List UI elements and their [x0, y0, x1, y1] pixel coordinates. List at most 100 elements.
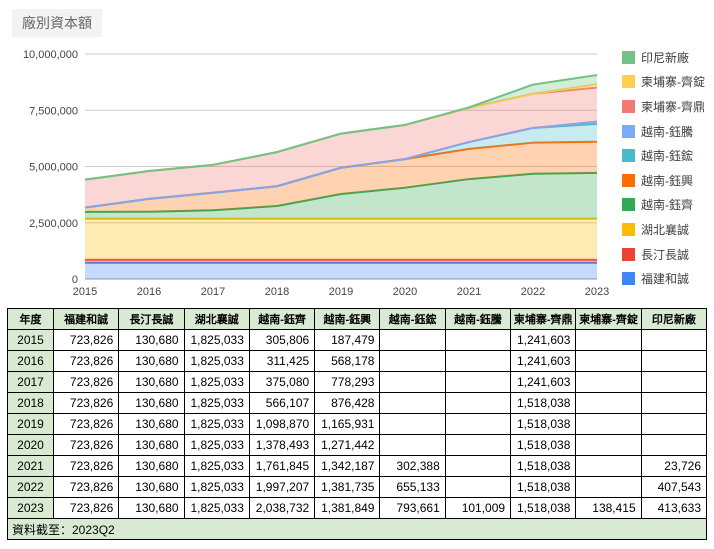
value-cell: 2,038,732 [248, 497, 316, 519]
x-tick-label: 2023 [585, 286, 609, 298]
value-cell: 1,518,038 [510, 392, 577, 414]
value-cell [444, 455, 512, 477]
value-cell: 187,479 [314, 329, 381, 351]
series-area [85, 172, 597, 219]
year-cell: 2018 [7, 392, 54, 414]
column-header: 越南-鈺騰 [444, 308, 512, 330]
value-cell: 723,826 [52, 497, 120, 519]
value-cell: 1,997,207 [248, 476, 316, 498]
legend-label: 越南-鈺齊 [641, 198, 693, 213]
series-line [84, 74, 598, 181]
value-cell: 1,381,735 [314, 476, 381, 498]
value-cell [575, 476, 642, 498]
value-cell [444, 371, 512, 393]
column-header: 湖北襄誠 [183, 308, 250, 330]
value-cell: 311,425 [248, 350, 316, 372]
value-cell: 1,825,033 [183, 476, 250, 498]
value-cell: 568,178 [314, 350, 381, 372]
value-cell: 1,518,038 [510, 455, 577, 477]
value-cell: 1,165,931 [314, 413, 381, 435]
value-cell [640, 329, 708, 351]
y-tick-label: 2,500,000 [29, 218, 78, 230]
legend-item: 越南-鈺齊 [622, 193, 705, 218]
value-cell: 1,378,493 [248, 434, 316, 456]
value-cell [444, 329, 512, 351]
value-cell [444, 392, 512, 414]
year-cell: 2023 [7, 497, 54, 519]
legend-item: 越南-鈺興 [622, 168, 705, 193]
value-cell: 130,680 [118, 371, 185, 393]
table-row: 2021 723,826 130,680 1,825,033 1,761,845 1,34… [7, 455, 708, 477]
legend-label: 湖北襄誠 [641, 222, 690, 237]
legend-item: 長汀長誠 [622, 242, 705, 267]
value-cell: 1,825,033 [183, 455, 250, 477]
series-area [85, 87, 597, 208]
value-cell [379, 329, 446, 351]
value-cell: 1,825,033 [183, 497, 250, 519]
legend-swatch [622, 75, 635, 89]
x-tick-label: 2019 [329, 286, 353, 298]
table-row: 2022 723,826 130,680 1,825,033 1,997,207 1,38… [7, 476, 708, 498]
x-tick-label: 2018 [265, 286, 289, 298]
year-cell: 2015 [7, 329, 54, 351]
y-tick-label: 7,500,000 [29, 105, 78, 117]
capital-stacked-area-chart: 0 2,500,000 5,000,000 7,500,000 10,000,000 20… [7, 6, 707, 307]
value-cell: 130,680 [118, 329, 185, 351]
value-cell: 1,098,870 [248, 413, 316, 435]
value-cell: 130,680 [118, 392, 185, 414]
value-cell: 723,826 [52, 392, 120, 414]
x-tick-label: 2020 [393, 286, 417, 298]
value-cell: 1,518,038 [510, 434, 577, 456]
legend-swatch [622, 149, 635, 163]
column-header: 柬埔寨-齊錠 [575, 308, 642, 330]
legend-swatch [622, 247, 635, 261]
value-cell: 138,415 [575, 497, 642, 519]
legend-swatch [622, 99, 635, 113]
year-cell: 2022 [7, 476, 54, 498]
value-cell [575, 413, 642, 435]
value-cell [379, 413, 446, 435]
value-cell: 1,271,442 [314, 434, 381, 456]
table-row: 2019 723,826 130,680 1,825,033 1,098,870 1,16… [7, 413, 708, 435]
y-tick-label: 5,000,000 [29, 162, 78, 174]
value-cell: 130,680 [118, 476, 185, 498]
value-cell: 1,825,033 [183, 434, 250, 456]
value-cell: 723,826 [52, 434, 120, 456]
value-cell: 130,680 [118, 434, 185, 456]
legend-label: 印尼新廠 [641, 50, 690, 65]
table-footer-row: 資料截至：2023Q2 [7, 518, 707, 540]
value-cell: 302,388 [379, 455, 446, 477]
value-cell: 130,680 [118, 413, 185, 435]
column-header: 越南-鈺鋐 [379, 308, 446, 330]
value-cell: 375,080 [248, 371, 316, 393]
series-area [85, 123, 597, 208]
series-area [85, 141, 597, 212]
value-cell [640, 413, 708, 435]
value-cell: 778,293 [314, 371, 381, 393]
x-tick-label: 2021 [457, 286, 481, 298]
column-header: 年度 [7, 308, 54, 330]
table-row: 2023 723,826 130,680 1,825,033 2,038,732 1,38… [7, 497, 708, 519]
value-cell: 1,381,849 [314, 497, 381, 519]
value-cell: 1,342,187 [314, 455, 381, 477]
value-cell [444, 350, 512, 372]
legend-label: 柬埔寨-齊錠 [641, 75, 705, 90]
value-cell: 1,241,603 [510, 329, 577, 351]
value-cell [444, 434, 512, 456]
value-cell: 793,661 [379, 497, 446, 519]
stacked-area-chart-canvas: 0 2,500,000 5,000,000 7,500,000 10,000,000 20… [23, 49, 609, 298]
series-line [84, 171, 598, 213]
legend-item: 福建和誠 [622, 266, 705, 291]
column-header: 長汀長誠 [118, 308, 185, 330]
value-cell: 101,009 [444, 497, 512, 519]
legend-item: 柬埔寨-齊錠 [622, 70, 705, 95]
value-cell: 1,518,038 [510, 476, 577, 498]
legend-item: 越南-鈺鋐 [622, 143, 705, 168]
value-cell: 305,806 [248, 329, 316, 351]
value-cell [640, 350, 708, 372]
value-cell: 407,543 [640, 476, 708, 498]
value-cell [575, 455, 642, 477]
series-area [85, 75, 597, 180]
y-tick-label: 0 [72, 274, 78, 286]
